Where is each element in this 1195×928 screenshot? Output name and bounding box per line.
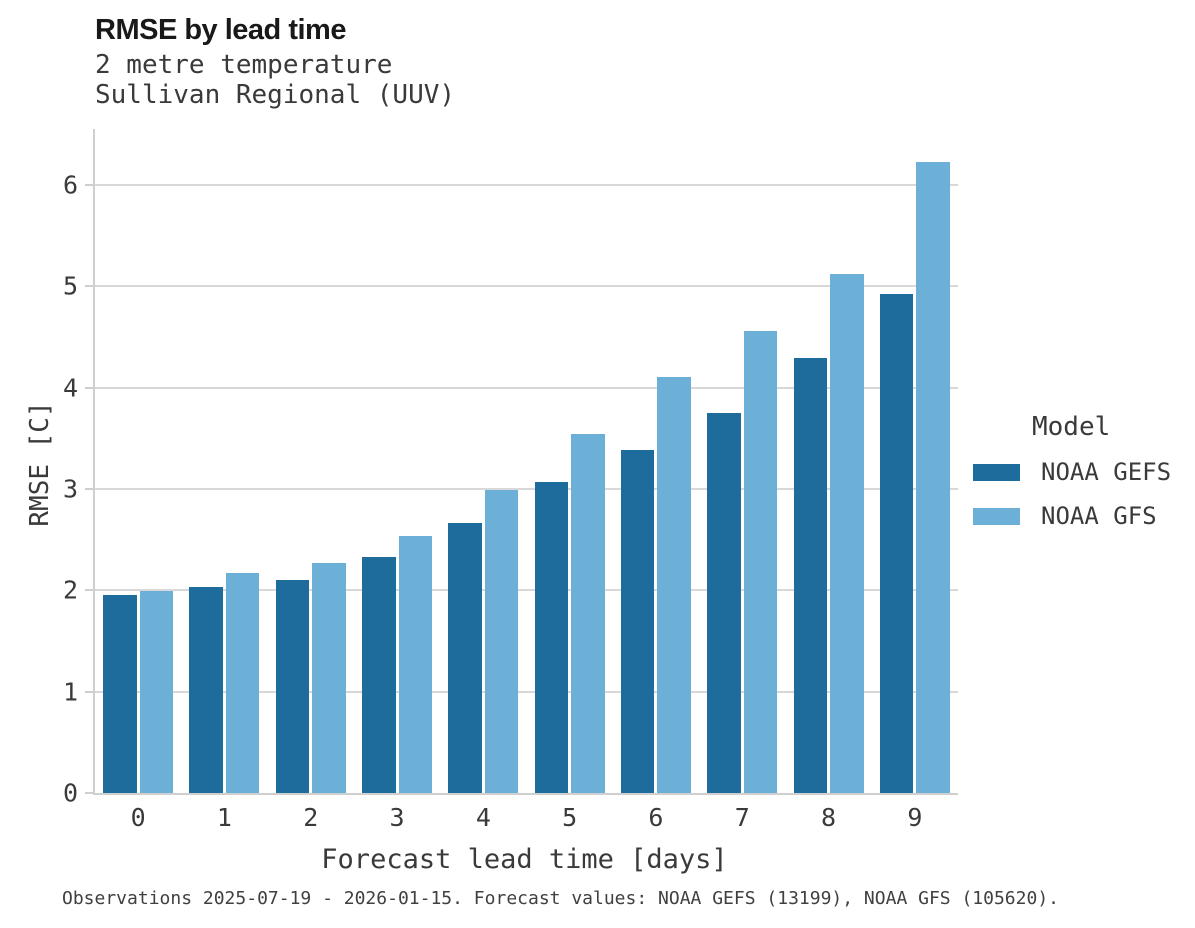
bar-noaa-gefs-lead-5 <box>534 481 569 793</box>
gridline-y-2 <box>95 589 958 592</box>
x-tick-label-0: 0 <box>130 803 146 832</box>
bar-noaa-gfs-lead-5 <box>571 434 605 793</box>
bar-noaa-gefs-lead-1 <box>189 587 223 793</box>
y-tick-mark-2 <box>85 589 93 592</box>
legend-label-noaa-gfs: NOAA GFS <box>1041 502 1157 530</box>
chart-title: RMSE by lead time <box>95 14 346 46</box>
bar-group-lead-7 <box>699 129 785 793</box>
bar-noaa-gefs-lead-6 <box>620 450 655 793</box>
x-tick-label-5: 5 <box>562 803 578 832</box>
bar-group-lead-3 <box>354 129 440 793</box>
bar-noaa-gefs-lead-9 <box>879 294 914 793</box>
x-tick-label-2: 2 <box>303 803 319 832</box>
y-tick-label-2: 2 <box>62 575 78 605</box>
bar-noaa-gfs-lead-2 <box>312 562 346 793</box>
legend: Model NOAA GEFS NOAA GFS <box>973 412 1171 546</box>
bar-group-lead-6 <box>613 129 699 793</box>
y-tick-mark-4 <box>85 386 93 389</box>
bar-group-lead-4 <box>440 129 526 793</box>
gridline-y-5 <box>95 285 958 288</box>
gridline-y-6 <box>95 183 958 186</box>
x-tick-label-1: 1 <box>216 803 232 832</box>
bar-group-lead-2 <box>268 129 354 793</box>
x-tick-label-6: 6 <box>648 803 664 832</box>
x-tick-label-9: 9 <box>907 803 923 832</box>
x-tick-label-7: 7 <box>734 803 750 832</box>
y-tick-mark-6 <box>85 183 93 186</box>
bar-group-lead-9 <box>872 129 958 793</box>
bar-noaa-gfs-lead-4 <box>484 489 519 793</box>
legend-title: Model <box>1032 412 1111 442</box>
y-tick-label-6: 6 <box>62 170 78 200</box>
chart-subtitle: 2 metre temperature Sullivan Regional (U… <box>95 50 455 110</box>
bar-noaa-gefs-lead-3 <box>362 556 396 793</box>
y-tick-label-4: 4 <box>62 373 78 403</box>
bar-noaa-gfs-lead-8 <box>830 273 864 793</box>
bar-noaa-gefs-lead-8 <box>793 358 828 793</box>
chart-subtitle-line2: Sullivan Regional (UUV) <box>95 80 456 110</box>
x-axis-label: Forecast lead time [days] <box>321 844 728 875</box>
x-tick-label-8: 8 <box>821 803 837 832</box>
y-axis-label: RMSE [C] <box>25 401 55 527</box>
chart-subtitle-line1: 2 metre temperature <box>95 50 393 80</box>
gridline-y-1 <box>95 690 958 693</box>
plot-area: 0 1 2 3 4 5 6 0 1 2 3 4 5 6 7 8 9 <box>63 129 958 832</box>
y-tick-label-5: 5 <box>62 271 78 301</box>
y-tick-label-1: 1 <box>62 677 78 707</box>
legend-swatch-noaa-gfs <box>973 507 1020 525</box>
bar-noaa-gfs-lead-7 <box>743 330 778 793</box>
y-tick-mark-5 <box>85 285 93 288</box>
bar-noaa-gfs-lead-6 <box>657 377 691 793</box>
y-tick-label-0: 0 <box>62 778 78 808</box>
bar-noaa-gfs-lead-1 <box>225 573 260 793</box>
bar-noaa-gefs-lead-7 <box>707 412 741 793</box>
y-tick-label-3: 3 <box>62 474 78 504</box>
gridline-y-4 <box>95 386 958 389</box>
y-tick-mark-0 <box>85 792 93 794</box>
bar-noaa-gfs-lead-9 <box>916 162 950 793</box>
x-tick-label-3: 3 <box>389 803 405 832</box>
bar-noaa-gfs-lead-0 <box>139 591 174 793</box>
bar-group-lead-5 <box>527 129 613 793</box>
bar-group-lead-8 <box>785 129 871 793</box>
bar-noaa-gefs-lead-2 <box>275 580 310 793</box>
legend-entry-noaa-gefs: NOAA GEFS <box>973 458 1171 486</box>
footer-caption: Observations 2025-07-19 - 2026-01-15. Fo… <box>62 888 1059 909</box>
bar-noaa-gfs-lead-3 <box>398 535 433 793</box>
legend-label-noaa-gefs: NOAA GEFS <box>1041 458 1172 486</box>
legend-swatch-noaa-gefs <box>973 463 1020 481</box>
bar-noaa-gefs-lead-4 <box>448 523 482 793</box>
y-tick-mark-1 <box>85 690 93 693</box>
y-tick-mark-3 <box>85 487 93 490</box>
legend-entry-noaa-gfs: NOAA GFS <box>973 502 1171 530</box>
bar-group-lead-0 <box>95 129 181 793</box>
x-tick-label-4: 4 <box>475 803 491 832</box>
bar-group-lead-1 <box>181 129 267 793</box>
bar-noaa-gefs-lead-0 <box>103 595 137 793</box>
gridline-y-3 <box>95 487 958 490</box>
